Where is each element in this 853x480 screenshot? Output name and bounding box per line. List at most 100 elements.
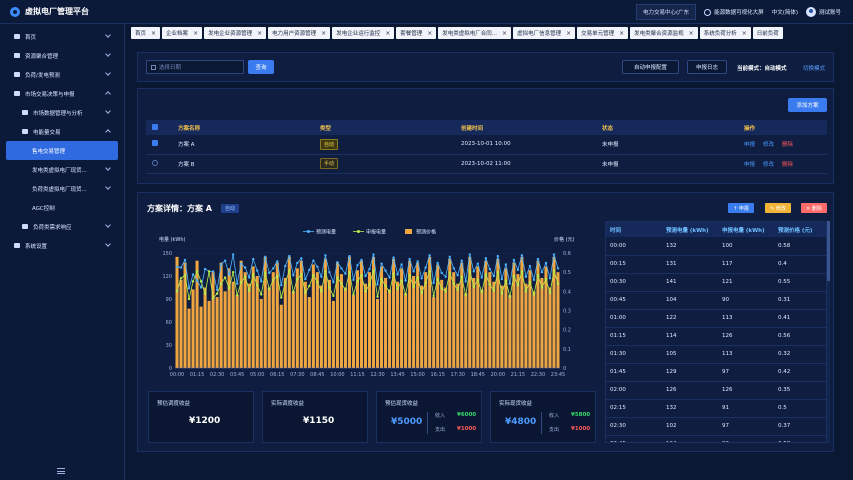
close-icon[interactable]: × [385,29,391,37]
monitor-icon [22,110,28,115]
data-point [340,267,343,270]
col-status: 状态 [596,120,738,135]
tab-item[interactable]: 发电类聚合资源监视 × [630,27,698,39]
detail-report-button[interactable]: ↑ 申报 [728,203,754,213]
tab-item[interactable]: 发电类虚拟电厂合同... × [438,27,512,39]
report-link[interactable]: 申报 [744,161,756,168]
close-icon[interactable]: × [151,29,157,37]
sidebar-item-load-vpp[interactable]: 负荷类虚拟电厂现货... [0,179,124,198]
tab-item[interactable]: 系统负荷分析 × [699,27,751,39]
close-icon[interactable]: × [502,29,508,37]
close-icon[interactable]: × [619,29,625,37]
data-point [203,267,207,271]
data-point [256,269,259,272]
bar [227,268,231,368]
sidebar-item-label: AGC控制 [32,205,55,212]
calendar-icon [151,64,156,70]
sidebar-item-agc[interactable]: AGC控制 [0,198,124,217]
report-link[interactable]: 申报 [744,142,756,149]
sidebar-item-energy-trade[interactable]: 电能量交易 [0,122,124,141]
close-icon[interactable]: × [193,29,199,37]
table-cell: 141 [662,273,718,292]
tab-item[interactable]: 电力用户资源管理 × [268,27,331,39]
table-row[interactable]: 方案 B 手动 2023-10-02 11:00 未申报 申报 修改 删除 [146,154,827,174]
sidebar-item-retail-trade[interactable]: 售电交易管理 [6,141,118,160]
data-point [532,293,536,296]
tab-item[interactable]: 虚拟电厂信息管理 × [513,27,576,39]
data-point [548,277,552,280]
sidebar-item-forecast[interactable]: 负荷/发电预测 [0,65,124,84]
sidebar-item-label: 市场数据管理与分析 [33,110,83,117]
chevron-down-icon [105,184,111,190]
auto-config-button[interactable]: 自动申报配置 [622,60,679,74]
sidebar-item-market-data[interactable]: 市场数据管理与分析 [0,103,124,122]
close-icon[interactable]: × [566,29,572,37]
bar [452,272,456,368]
add-plan-button[interactable]: 添加方案 [788,98,827,112]
report-log-button[interactable]: 申报日志 [687,60,727,74]
plans-table: 方案名称 类型 创建时间 状态 操作 方案 A 自动 2023-10-01 10… [146,120,827,174]
detail-delete-button[interactable]: ✕ 删除 [801,203,827,213]
tab-item[interactable]: 首页 × [131,27,161,39]
data-point [400,263,403,266]
org-selector[interactable]: 电力交易中心(广东 [636,4,697,20]
tab-item[interactable]: 交易单元管理 × [577,27,629,39]
sidebar-item-gen-vpp[interactable]: 发电类虚拟电厂现货... [0,160,124,179]
data-point [183,258,187,262]
table-row: 01:15 114 126 0.56 [606,327,826,346]
sidebar-item-demand-response[interactable]: 负荷类需求响应 [0,217,124,236]
table-cell: 02:30 [606,417,662,436]
delete-link[interactable]: 删除 [782,161,794,168]
table-cell: 01:45 [606,363,662,382]
data-point [444,290,447,293]
data-point [316,265,319,268]
close-icon[interactable]: × [741,29,747,37]
close-icon[interactable]: × [257,29,263,37]
query-button[interactable]: 查询 [248,60,274,74]
tab-item[interactable]: 套餐管理 × [396,27,437,39]
bar [384,277,388,368]
data-point [504,263,508,266]
data-point [396,273,399,276]
row-checkbox[interactable] [152,140,158,147]
detail-edit-button[interactable]: ✎ 修改 [765,203,791,213]
data-point [508,282,512,285]
table-cell: 122 [662,309,718,328]
close-icon[interactable]: × [688,29,694,37]
tab-item[interactable]: 日前负荷 [752,27,783,39]
user-menu[interactable]: 测试账号 [805,7,841,17]
date-picker[interactable]: 选择日期 [146,60,244,74]
tab-item[interactable]: 发电企业运行监控 × [332,27,395,39]
table-row[interactable]: 方案 A 自动 2023-10-01 10:00 未申报 申报 修改 删除 [146,135,827,155]
row-checkbox[interactable] [152,159,158,166]
switch-mode-link[interactable]: 切换模式 [803,66,826,72]
bar [339,274,343,368]
bar [259,299,263,368]
edit-link[interactable]: 修改 [763,142,775,149]
bigscreen-link[interactable]: 能源数据可视化大屏 [704,8,764,16]
delete-link[interactable]: 删除 [782,142,794,149]
y-tick-label: 60 [166,320,172,326]
sidebar-item-market[interactable]: 市场交易决策与申报 [0,84,124,103]
bar [363,283,368,368]
collapse-menu-icon[interactable] [57,468,65,474]
sidebar-item-settings[interactable]: 系统设置 [0,236,124,255]
table-scrollbar[interactable] [827,221,830,443]
bar [548,287,552,368]
tab-item[interactable]: 发电企业资源管理 × [204,27,267,39]
close-icon[interactable]: × [321,29,327,37]
tab-item[interactable]: 企业档案 × [162,27,203,39]
select-all-checkbox[interactable] [152,123,158,130]
tab-label: 系统负荷分析 [703,31,737,37]
edit-link[interactable]: 修改 [763,161,775,168]
data-point [464,280,467,283]
tab-label: 日前负荷 [756,31,779,37]
data-point [191,280,195,283]
language-selector[interactable]: 中文(简体) [771,10,798,16]
sidebar-item-home[interactable]: 首页 [0,27,124,46]
close-icon[interactable]: × [427,29,433,37]
sidebar-item-resource[interactable]: 资源聚合管理 [0,46,124,65]
table-cell: 0.55 [774,273,826,292]
bar [223,291,227,368]
bar [283,277,287,368]
